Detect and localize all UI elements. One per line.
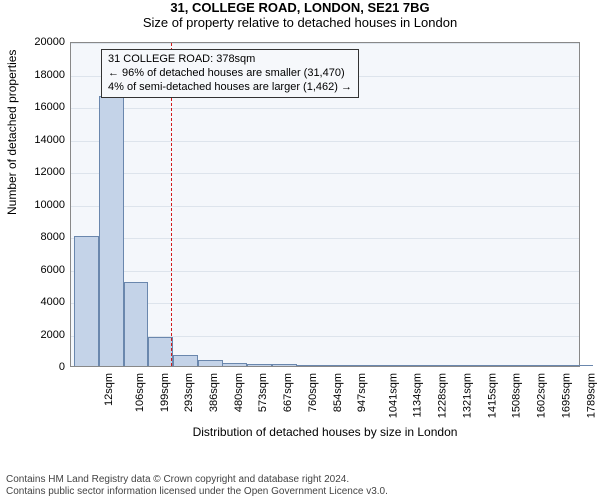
- annotation-line: ← 96% of detached houses are smaller (31…: [108, 67, 352, 81]
- chart-container: Number of detached properties 31 COLLEGE…: [0, 34, 600, 444]
- x-tick-label: 1602sqm: [536, 373, 548, 418]
- histogram-bar: [371, 365, 396, 366]
- x-tick-label: 480sqm: [233, 373, 245, 412]
- histogram-bar: [445, 365, 470, 366]
- y-tick-label: 10000: [25, 199, 65, 211]
- x-axis-title: Distribution of detached houses by size …: [70, 425, 580, 439]
- histogram-bar: [297, 365, 322, 366]
- gridline: [71, 141, 579, 142]
- histogram-bar: [321, 365, 346, 366]
- x-tick-label: 12sqm: [103, 373, 115, 406]
- histogram-bar: [173, 355, 198, 366]
- y-tick-label: 12000: [25, 166, 65, 178]
- histogram-bar: [544, 365, 569, 366]
- x-tick-label: 199sqm: [159, 373, 171, 412]
- histogram-bar: [494, 365, 519, 366]
- annotation-line: 4% of semi-detached houses are larger (1…: [108, 81, 352, 95]
- histogram-bar: [148, 337, 173, 366]
- footer-attribution: Contains HM Land Registry data © Crown c…: [6, 474, 594, 498]
- histogram-bar: [395, 365, 420, 366]
- y-tick-label: 0: [25, 361, 65, 373]
- histogram-bar: [198, 360, 223, 366]
- histogram-bar: [99, 96, 124, 366]
- y-tick-label: 16000: [25, 101, 65, 113]
- plot-area: 31 COLLEGE ROAD: 378sqm ← 96% of detache…: [70, 42, 580, 367]
- histogram-bar: [222, 363, 247, 366]
- x-tick-label: 1228sqm: [437, 373, 449, 418]
- footer-line: Contains HM Land Registry data © Crown c…: [6, 474, 594, 486]
- y-tick-label: 18000: [25, 69, 65, 81]
- histogram-bar: [519, 365, 544, 366]
- page-subtitle: Size of property relative to detached ho…: [0, 15, 600, 30]
- histogram-bar: [124, 282, 149, 367]
- y-tick-label: 8000: [25, 231, 65, 243]
- x-tick-label: 760sqm: [307, 373, 319, 412]
- histogram-bar: [568, 365, 593, 366]
- x-tick-label: 1415sqm: [486, 373, 498, 418]
- histogram-bar: [346, 365, 371, 366]
- gridline: [71, 173, 579, 174]
- x-tick-label: 667sqm: [282, 373, 294, 412]
- x-tick-label: 947sqm: [356, 373, 368, 412]
- histogram-bar: [74, 236, 99, 366]
- annotation-box: 31 COLLEGE ROAD: 378sqm ← 96% of detache…: [101, 49, 359, 98]
- x-tick-label: 1695sqm: [560, 373, 572, 418]
- x-tick-label: 1134sqm: [411, 373, 423, 417]
- y-tick-label: 20000: [25, 36, 65, 48]
- histogram-bar: [469, 365, 494, 366]
- x-tick-label: 106sqm: [134, 373, 146, 412]
- y-tick-label: 14000: [25, 134, 65, 146]
- footer-line: Contains public sector information licen…: [6, 486, 594, 498]
- x-tick-label: 1041sqm: [387, 373, 399, 418]
- gridline: [71, 43, 579, 44]
- annotation-line: 31 COLLEGE ROAD: 378sqm: [108, 53, 352, 67]
- histogram-bar: [247, 364, 272, 366]
- x-tick-label: 573sqm: [258, 373, 270, 412]
- y-tick-label: 4000: [25, 296, 65, 308]
- x-tick-label: 293sqm: [184, 373, 196, 412]
- y-tick-label: 6000: [25, 264, 65, 276]
- y-tick-label: 2000: [25, 329, 65, 341]
- x-tick-label: 1508sqm: [511, 373, 523, 418]
- page-title: 31, COLLEGE ROAD, LONDON, SE21 7BG: [0, 0, 600, 15]
- y-axis-title: Number of detached properties: [5, 195, 19, 215]
- histogram-bar: [272, 364, 297, 366]
- x-tick-label: 1789sqm: [585, 373, 597, 418]
- gridline: [71, 271, 579, 272]
- x-tick-label: 854sqm: [332, 373, 344, 412]
- gridline: [71, 206, 579, 207]
- x-tick-label: 386sqm: [208, 373, 220, 412]
- gridline: [71, 108, 579, 109]
- histogram-bar: [420, 365, 445, 366]
- gridline: [71, 238, 579, 239]
- x-tick-label: 1321sqm: [461, 373, 473, 418]
